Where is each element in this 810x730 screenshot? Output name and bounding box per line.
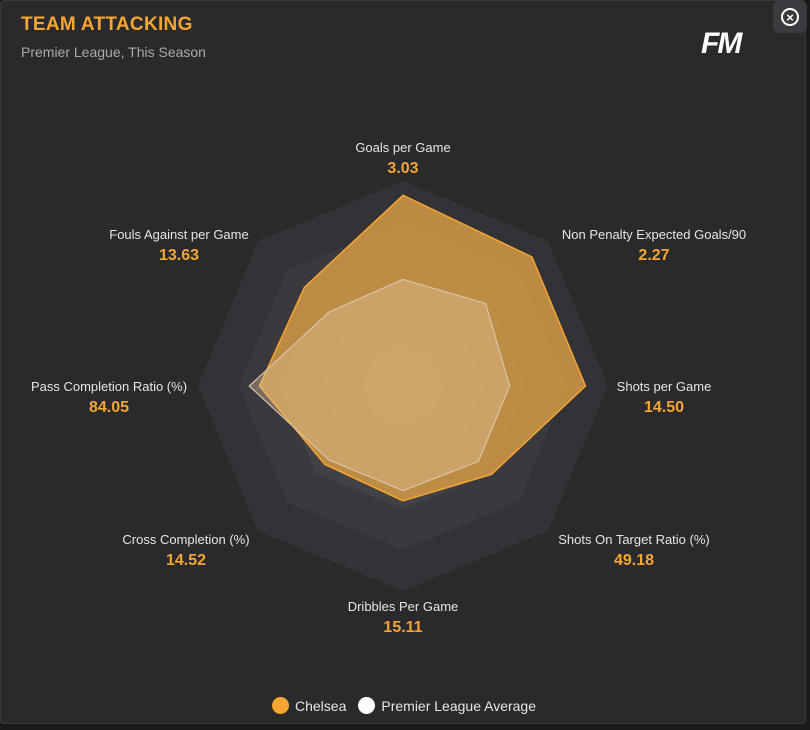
legend-swatch-chelsea bbox=[272, 697, 289, 714]
axis-label-fouls-against-per-game: Fouls Against per Game bbox=[109, 227, 248, 242]
axis-label-goals-per-game: Goals per Game bbox=[355, 140, 450, 155]
close-icon: × bbox=[781, 8, 799, 26]
legend-item-chelsea[interactable]: Chelsea bbox=[272, 697, 346, 714]
legend-label-chelsea: Chelsea bbox=[295, 697, 347, 714]
axis-value-shots-on-target-ratio: 49.18 bbox=[614, 552, 654, 569]
axis-value-pass-completion-ratio: 84.05 bbox=[89, 399, 129, 416]
axis-label-pass-completion-ratio: Pass Completion Ratio (%) bbox=[31, 379, 187, 394]
axis-value-shots-per-game: 14.50 bbox=[644, 399, 684, 416]
axis-value-non-penalty-expected-goals-90: 2.27 bbox=[638, 247, 669, 264]
page-subtitle: Premier League, This Season bbox=[21, 44, 206, 60]
legend-swatch-league-average bbox=[358, 697, 376, 714]
legend-item-league-average[interactable]: Premier League Average bbox=[358, 697, 536, 714]
close-button[interactable]: × bbox=[773, 1, 807, 33]
axis-label-shots-on-target-ratio: Shots On Target Ratio (%) bbox=[558, 532, 710, 547]
axis-label-dribbles-per-game: Dribbles Per Game bbox=[348, 599, 459, 614]
axis-value-dribbles-per-game: 15.11 bbox=[383, 619, 422, 636]
axis-label-cross-completion: Cross Completion (%) bbox=[122, 532, 249, 547]
page-title: TEAM ATTACKING bbox=[21, 14, 193, 35]
radar-chart: Goals per Game 3.03 Non Penalty Expected G… bbox=[31, 140, 746, 636]
axis-value-goals-per-game: 3.03 bbox=[387, 160, 418, 177]
axis-value-fouls-against-per-game: 13.63 bbox=[159, 247, 199, 264]
radar-series-league-average bbox=[248, 278, 511, 492]
chart-legend: Chelsea Premier League Average bbox=[1, 697, 807, 714]
axis-value-cross-completion: 14.52 bbox=[166, 552, 206, 569]
axis-label-non-penalty-expected-goals-90: Non Penalty Expected Goals/90 bbox=[562, 227, 746, 242]
legend-label-league-average: Premier League Average bbox=[381, 697, 536, 714]
radar-series-chelsea bbox=[258, 194, 587, 502]
axis-label-shots-per-game: Shots per Game bbox=[617, 379, 712, 394]
fm-logo: FM bbox=[701, 27, 742, 60]
